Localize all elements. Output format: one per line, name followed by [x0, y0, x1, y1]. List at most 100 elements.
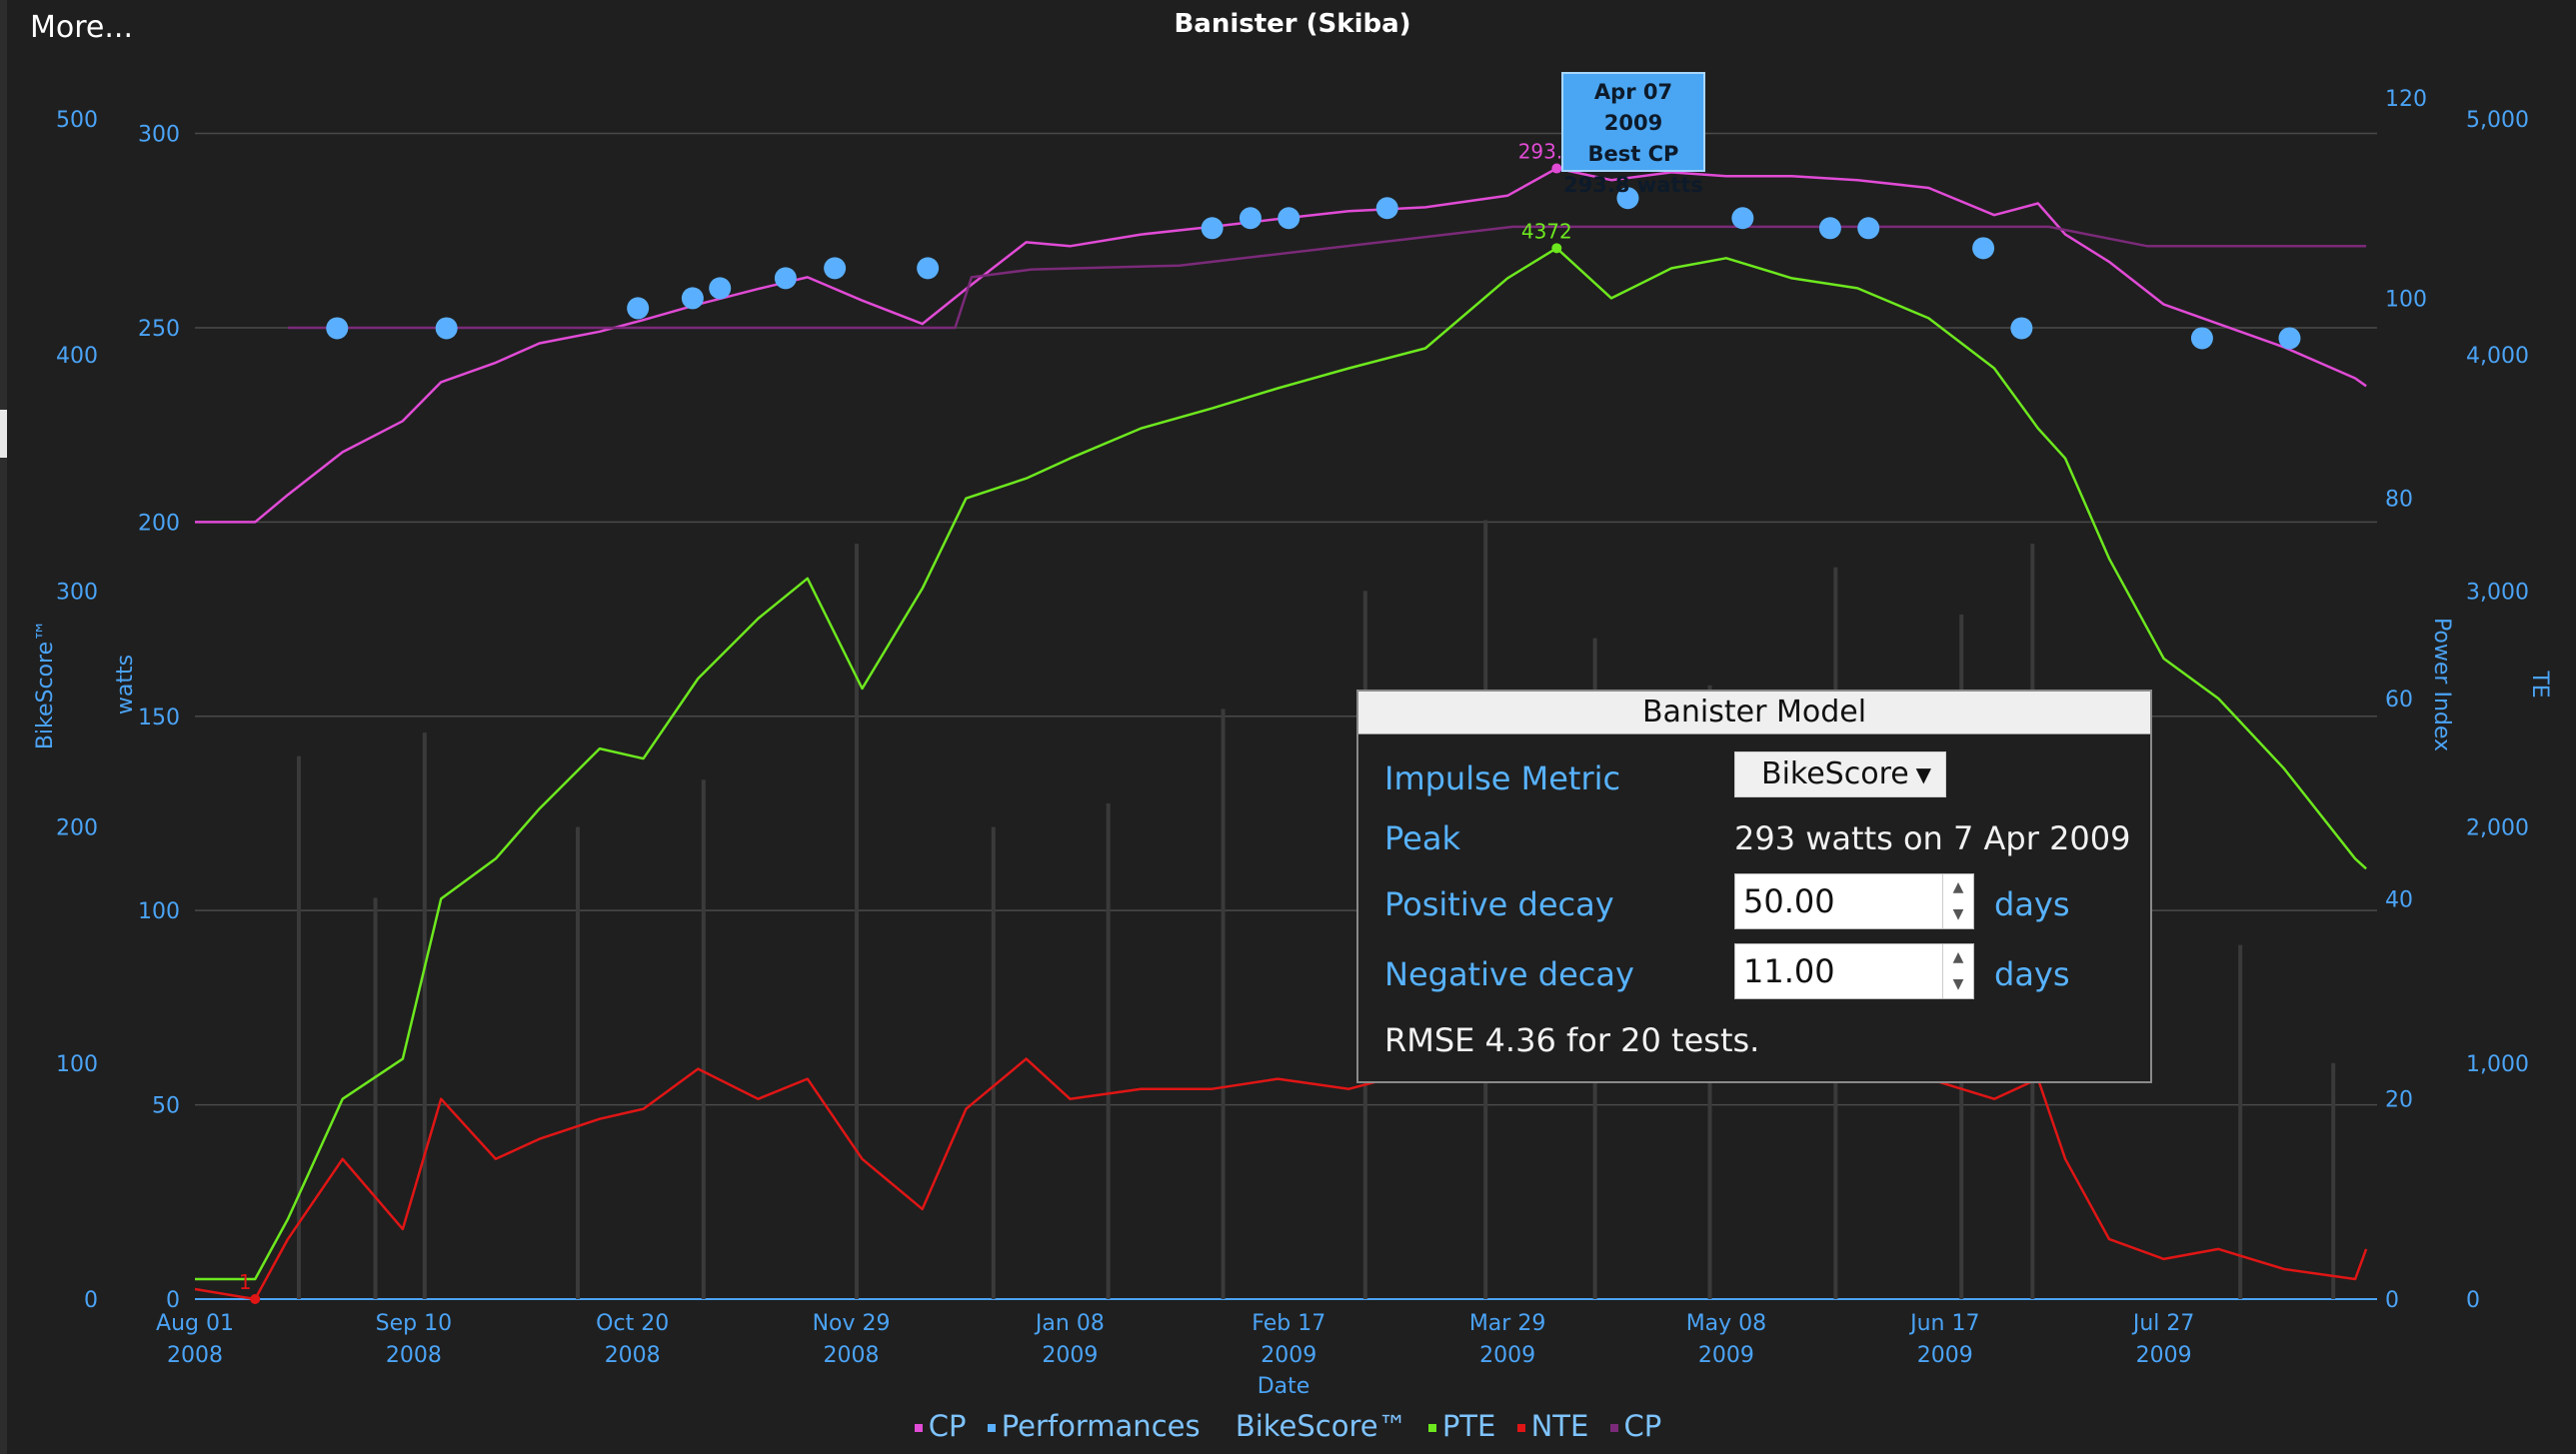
rmse-text: RMSE 4.36 for 20 tests. [1384, 1021, 1760, 1059]
x-tick-label: Oct 20 [596, 1311, 669, 1336]
annotation-marker [1551, 243, 1562, 254]
x-tick-year: 2009 [1042, 1343, 1098, 1368]
legend-item[interactable]: NTE [1516, 1409, 1588, 1443]
legend-item[interactable]: CP [1609, 1409, 1661, 1443]
negative-decay-unit: days [1994, 955, 2070, 993]
spin-down-icon[interactable]: ▼ [1952, 976, 1964, 992]
y-tick-label: 0 [166, 1288, 180, 1313]
impulse-label: Impulse Metric [1384, 759, 1621, 797]
performance-point [1375, 197, 1398, 220]
bikescore-bar [1106, 802, 1111, 1299]
x-tick-label: Sep 10 [376, 1311, 452, 1336]
performance-point [326, 317, 349, 340]
negative-decay-row: Negative decay ▲ ▼ days [1384, 943, 2070, 999]
y-tick-label: 4,000 [2466, 344, 2529, 369]
x-tick-year: 2009 [1917, 1343, 1973, 1368]
peak-value: 293 watts on 7 Apr 2009 [1734, 819, 2131, 857]
legend-item[interactable]: PTE [1427, 1409, 1495, 1443]
performance-point [2278, 327, 2301, 350]
y-axis-title-watts: watts [113, 655, 138, 715]
performance-point [917, 257, 940, 280]
banister-model-panel: Banister Model Impulse Metric BikeScore … [1356, 690, 2152, 1083]
performance-point [2010, 317, 2033, 340]
performance-point [1616, 187, 1639, 210]
y-tick-label: 250 [138, 317, 180, 342]
legend-swatch [1516, 1424, 1525, 1432]
y-tick-label: 60 [2385, 688, 2413, 713]
performance-point [1731, 207, 1754, 230]
positive-decay-arrows[interactable]: ▲ ▼ [1942, 874, 1973, 928]
performance-point [709, 277, 732, 300]
performance-point [435, 317, 458, 340]
y-tick-label: 0 [2466, 1288, 2480, 1313]
y-tick-label: 1,000 [2466, 1052, 2529, 1077]
negative-decay-spinbox[interactable]: ▲ ▼ [1734, 943, 1974, 999]
x-tick-year: 2009 [1479, 1343, 1535, 1368]
y-tick-label: 100 [2385, 287, 2427, 312]
annotation-marker [1551, 163, 1562, 174]
performance-point [1972, 237, 1995, 260]
y-axis-title-power-index: Power Index [2429, 618, 2454, 751]
x-tick-label: Mar 29 [1469, 1311, 1546, 1336]
performance-point [1857, 217, 1880, 240]
positive-decay-input[interactable] [1735, 874, 1935, 928]
impulse-row: Impulse Metric BikeScore ▼ [1384, 751, 1946, 797]
performance-point [1201, 217, 1224, 240]
positive-decay-unit: days [1994, 885, 2070, 923]
data-label: 4372 [1521, 219, 1572, 243]
negative-decay-input[interactable] [1735, 944, 1935, 998]
legend-swatch [1427, 1424, 1436, 1432]
legend-item[interactable]: Performances [987, 1409, 1201, 1443]
y-axis-title-bikescore: BikeScore™ [33, 620, 58, 749]
panel-title: Banister Model [1358, 692, 2150, 734]
y-tick-label: 150 [138, 706, 180, 730]
performance-point [2190, 327, 2213, 350]
y-tick-label: 300 [56, 580, 98, 605]
x-tick-label: Jun 17 [1908, 1311, 1979, 1336]
bikescore-bar [701, 779, 706, 1299]
negative-decay-label: Negative decay [1384, 955, 1634, 993]
bikescore-bar [373, 897, 378, 1299]
y-tick-label: 400 [56, 344, 98, 369]
legend-swatch [987, 1424, 996, 1432]
negative-decay-arrows[interactable]: ▲ ▼ [1942, 944, 1973, 998]
legend-item[interactable]: CP [914, 1409, 966, 1443]
y-tick-label: 120 [2385, 87, 2427, 112]
legend-swatch [1609, 1424, 1618, 1432]
window-edge [0, 0, 7, 1454]
tooltip-date: Apr 07 2009 [1593, 80, 1673, 135]
legend-label: BikeScore™ [1235, 1409, 1407, 1443]
legend-swatch [1222, 1424, 1230, 1432]
impulse-metric-select[interactable]: BikeScore ▼ [1734, 751, 1946, 797]
y-tick-label: 3,000 [2466, 580, 2529, 605]
x-tick-year: 2009 [1698, 1343, 1754, 1368]
spin-up-icon[interactable]: ▲ [1952, 949, 1964, 965]
positive-decay-spinbox[interactable]: ▲ ▼ [1734, 873, 1974, 929]
y-tick-label: 2,000 [2466, 816, 2529, 841]
bikescore-bar [575, 826, 580, 1299]
peak-row: Peak 293 watts on 7 Apr 2009 [1384, 819, 2131, 857]
performance-point [774, 267, 797, 290]
bikescore-bar [991, 826, 996, 1299]
performance-point [681, 287, 704, 310]
scroll-handle[interactable] [0, 410, 7, 458]
spin-up-icon[interactable]: ▲ [1952, 879, 1964, 895]
performance-point [1818, 217, 1841, 240]
x-tick-year: 2008 [824, 1343, 880, 1368]
legend-item[interactable]: BikeScore™ [1222, 1409, 1407, 1443]
legend-label: Performances [1001, 1409, 1201, 1443]
tooltip-value: 293.8 watts [1563, 173, 1703, 197]
spin-down-icon[interactable]: ▼ [1952, 906, 1964, 922]
bikescore-bar [296, 755, 301, 1299]
y-axis-title-te: TE [2527, 670, 2552, 698]
y-tick-label: 200 [138, 511, 180, 536]
x-axis-title: Date [1258, 1374, 1310, 1399]
impulse-metric-value: BikeScore [1761, 756, 1909, 791]
bikescore-bar [2238, 944, 2243, 1299]
x-tick-year: 2008 [167, 1343, 223, 1368]
more-button[interactable]: More... [30, 10, 133, 45]
y-tick-label: 5,000 [2466, 108, 2529, 133]
bikescore-bar [855, 544, 860, 1299]
performance-point [627, 297, 650, 320]
